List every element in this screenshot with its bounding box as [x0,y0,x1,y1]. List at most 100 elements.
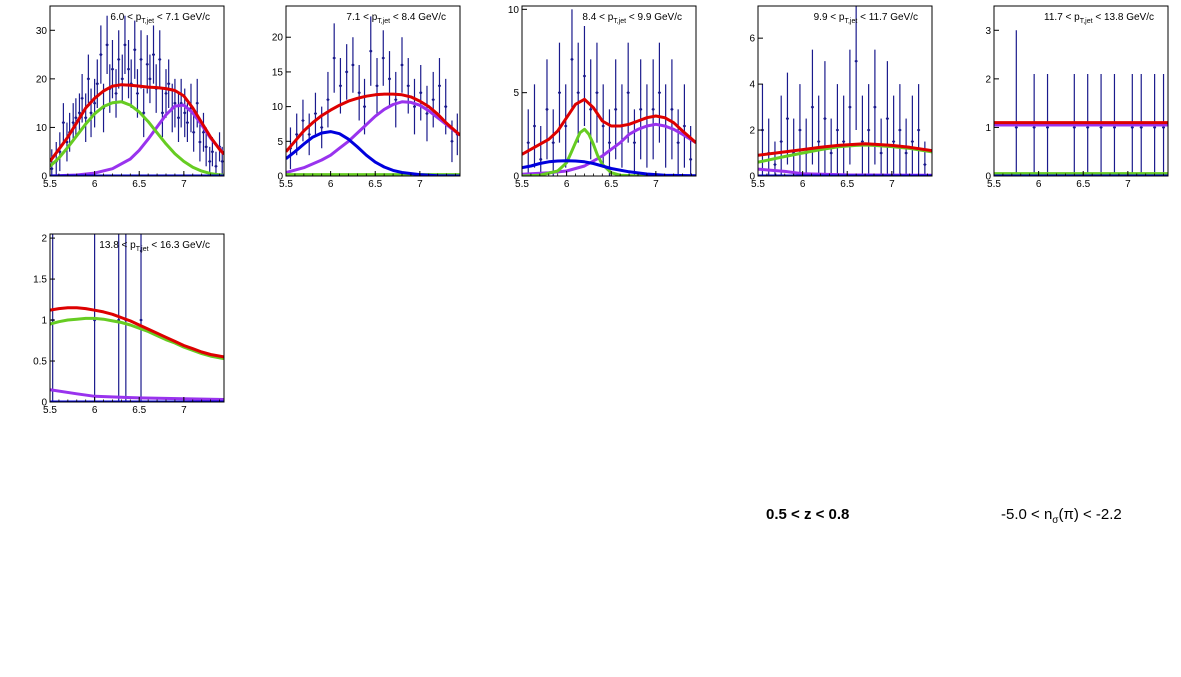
data-point [829,118,833,176]
panel-frame [757,5,933,177]
data-point [576,42,580,143]
data-point [798,84,802,176]
x-tick-label: 6.5 [604,179,618,190]
y-tick-label: 2 [985,74,991,85]
data-marker [848,105,852,109]
x-tick-label: 6 [800,179,806,190]
data-marker [773,163,777,166]
panel-label-subscript: T,jet [136,246,149,253]
data-point [614,59,618,160]
panel-label-suffix: < 8.4 GeV/c [390,12,446,23]
data-point [879,118,883,176]
data-marker [84,116,87,120]
x-tick-label: 6 [564,179,570,190]
data-marker [326,98,330,101]
plot-area [522,9,696,176]
data-marker [345,70,348,74]
data-point [885,61,889,176]
data-marker [114,92,118,95]
data-marker [127,67,130,71]
panel-frame [993,5,1169,177]
x-tick-label: 5.5 [43,405,57,416]
data-marker [413,105,416,108]
data-marker [873,105,877,109]
data-point [867,84,871,176]
x-tick-label: 7 [181,405,187,416]
data-marker [220,160,224,163]
fit-curve-comp1 [286,130,460,176]
panel-1: 5.5 6 6.5 7 0 10 20 30 6.0 < pT,jet < 7.1 GeV/c [36,5,225,190]
data-point [145,35,149,94]
data-marker [80,96,84,100]
nsigma-suffix: (π) < -2.2 [1058,506,1122,523]
data-point [167,59,171,108]
panel-label-subscript: T,jet [141,18,154,25]
data-point [307,113,311,156]
fit-curve-total [50,306,224,359]
x-tick-label: 6.5 [840,179,854,190]
fit-curve-comp3 [522,122,696,176]
data-point [607,109,611,176]
data-marker [95,82,99,86]
data-point [1072,74,1076,176]
data-marker [198,140,202,144]
data-point [676,109,680,176]
y-tick-label: 10 [272,102,284,113]
data-marker [177,116,180,120]
data-marker [208,160,212,163]
panel-label: 8.4 < pT,jet < 9.9 GeV/c [582,12,682,25]
data-marker [375,84,379,88]
data-point [214,151,218,176]
data-point [910,95,914,176]
data-marker [214,164,218,168]
fit-curve-comp2 [50,316,224,361]
data-marker [78,111,81,115]
data-point [1139,74,1143,176]
data-marker [431,98,435,101]
data-marker [301,119,305,122]
data-point [892,95,896,176]
panel-label-prefix: 8.4 < p [582,12,613,23]
data-marker [195,101,199,105]
data-marker [192,130,195,134]
data-point [93,234,97,402]
data-marker [394,98,398,101]
data-marker [917,128,920,132]
data-marker [419,91,423,95]
x-tick-label: 5.5 [279,179,293,190]
data-marker [152,53,155,56]
data-marker [183,111,187,115]
data-marker [564,124,568,128]
data-point [1086,74,1090,176]
data-marker [689,158,692,161]
data-marker [332,56,336,60]
data-marker [570,58,574,61]
panel-label-suffix: < 13.8 GeV/c [1093,12,1154,23]
x-tick-label: 6.5 [368,179,382,190]
data-marker [74,116,78,120]
data-marker [136,92,139,95]
panel-label-subscript: T,jet [613,18,626,25]
data-point [152,25,156,84]
data-marker [854,59,858,63]
data-point [176,93,180,142]
fit-curve-total [50,83,224,163]
data-point [810,49,814,165]
data-point [84,93,88,142]
y-tick-label: 5 [513,88,519,99]
data-marker [62,121,65,124]
x-tick-label: 6.5 [1076,179,1090,190]
data-point [369,16,373,86]
data-marker [211,150,214,154]
data-point [351,37,355,93]
data-marker [320,126,323,129]
y-tick-label: 1 [41,316,47,327]
data-point [142,88,146,138]
data-point [89,88,93,138]
data-marker [539,158,543,161]
data-marker [798,128,802,132]
data-point [917,84,921,176]
data-marker [861,140,864,143]
x-tick-label: 5.5 [43,179,57,190]
